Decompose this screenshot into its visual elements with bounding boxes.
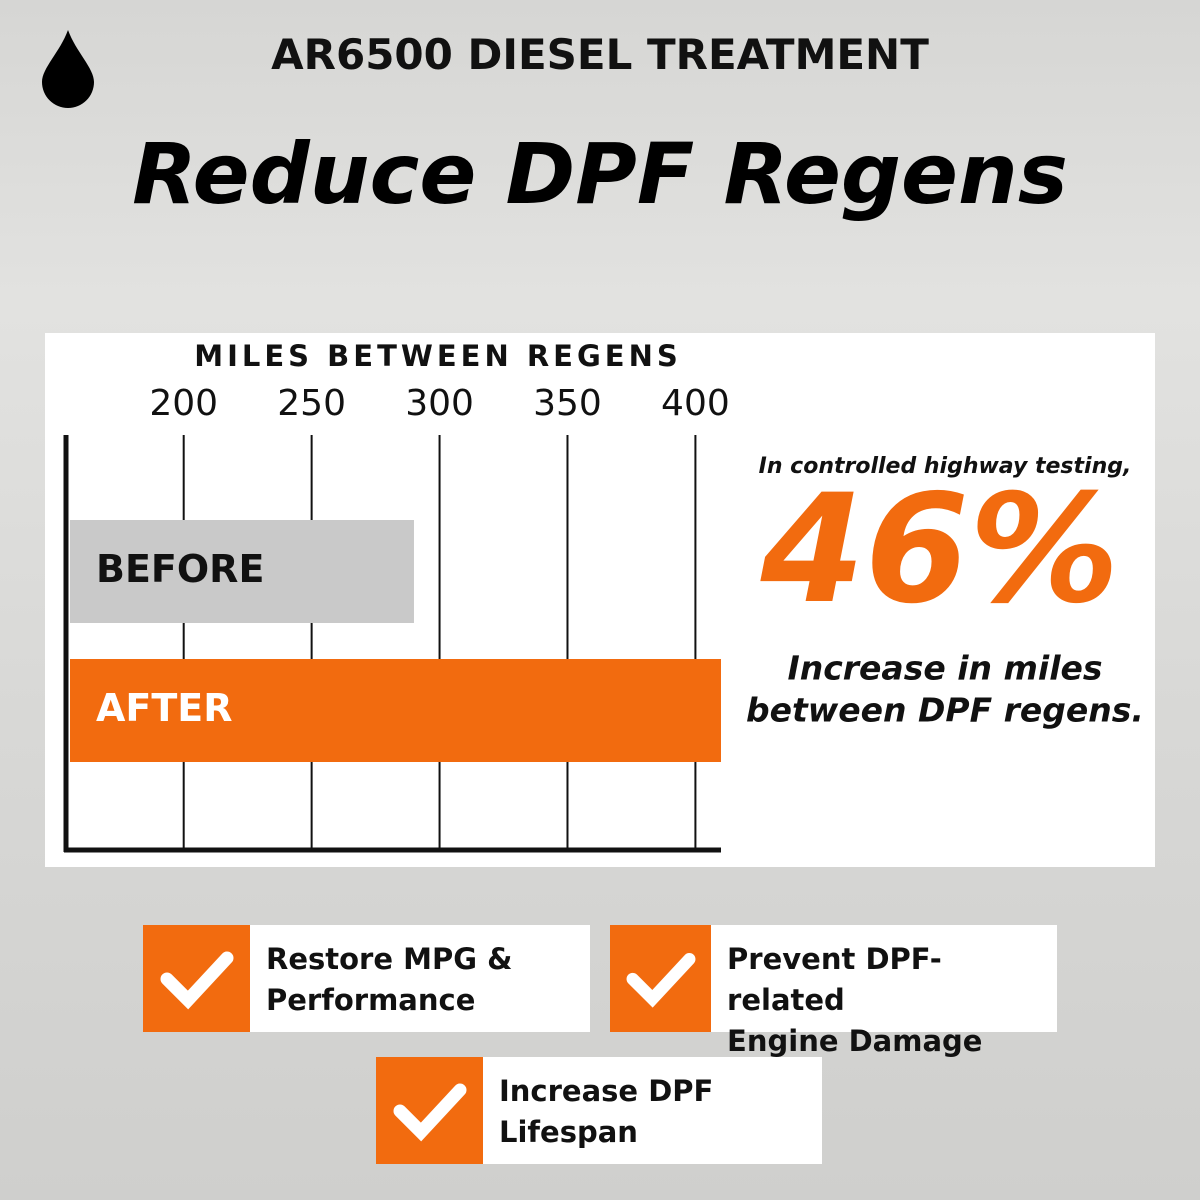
bar	[70, 520, 414, 623]
check-icon	[376, 1057, 483, 1164]
benefit-text: Increase DPF	[499, 1074, 714, 1108]
x-tick-label: 350	[533, 383, 602, 424]
callout-stat: 46%	[759, 463, 1119, 637]
check-icon	[143, 925, 250, 1032]
benefit-text: Prevent DPF-related	[727, 942, 942, 1017]
x-tick-label: 400	[661, 383, 730, 424]
chart: MILES BETWEEN REGENS In controlled highw…	[63, 339, 1144, 853]
callout-intro: In controlled highway testing,	[759, 454, 1132, 479]
drop-icon	[42, 30, 94, 108]
callout-line: between DPF regens.	[746, 691, 1144, 730]
headline: Reduce DPF Regens	[132, 125, 1068, 223]
benefit: Prevent DPF-related Engine Damage	[610, 925, 1057, 1058]
benefit: Restore MPG & Performance	[143, 925, 590, 1032]
bar	[70, 659, 721, 762]
callout-line: Increase in miles	[787, 649, 1102, 688]
check-icon	[610, 925, 712, 1032]
category-label: BEFORE	[96, 547, 264, 591]
x-axis-label: MILES BETWEEN REGENS	[194, 339, 682, 373]
title: AR6500 DIESEL TREATMENT	[271, 30, 929, 79]
category-label: AFTER	[96, 686, 233, 730]
benefit-text: Lifespan	[499, 1115, 638, 1149]
x-tick-label: 300	[405, 383, 474, 424]
x-tick-label: 250	[277, 383, 346, 424]
benefit-text: Restore MPG &	[266, 942, 513, 976]
x-tick-label: 200	[149, 383, 218, 424]
benefit-text: Performance	[266, 983, 476, 1017]
benefit: Increase DPF Lifespan	[376, 1057, 822, 1164]
benefit-text: Engine Damage	[727, 1024, 983, 1058]
